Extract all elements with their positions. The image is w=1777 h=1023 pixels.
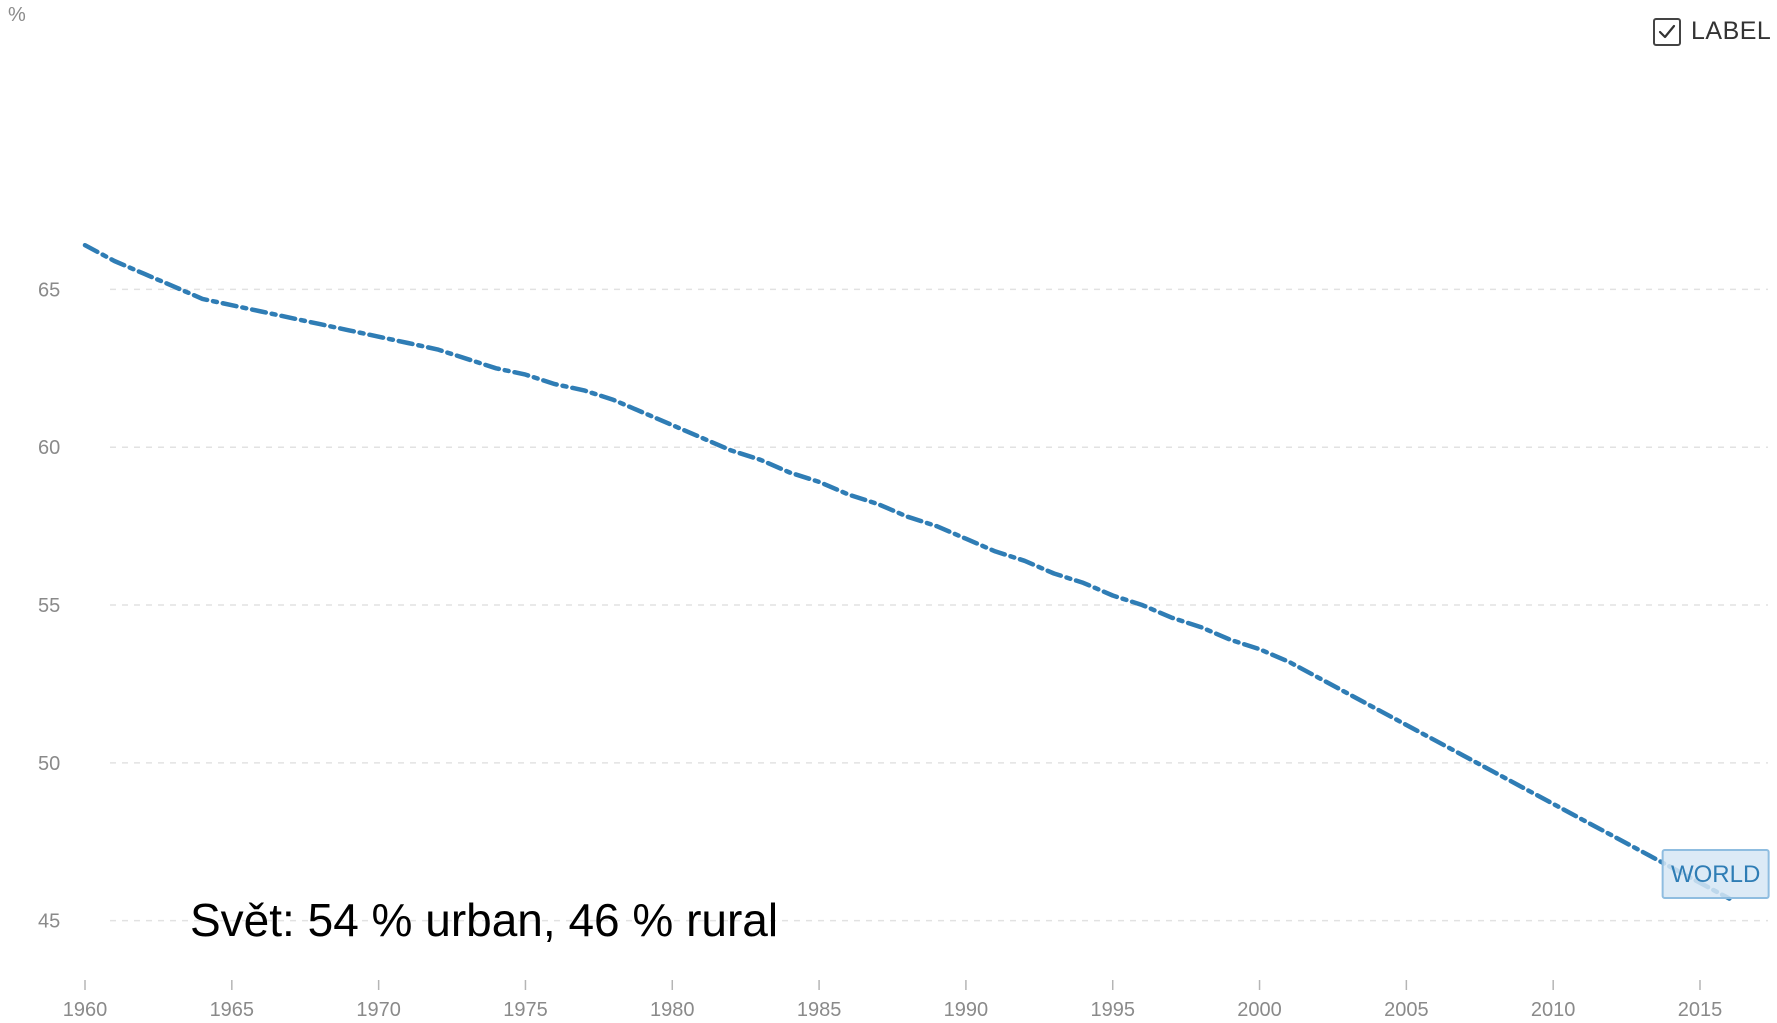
label-toggle[interactable]: LABEL — [1653, 17, 1771, 46]
x-tick-label: 1960 — [63, 999, 108, 1021]
x-tick-label: 1975 — [503, 999, 548, 1021]
label-toggle-text: LABEL — [1691, 17, 1772, 45]
y-tick-label: 55 — [38, 595, 60, 617]
x-tick-label: 1965 — [210, 999, 255, 1021]
series-label-text: WORLD — [1671, 861, 1760, 888]
x-tick-label: 2015 — [1678, 999, 1723, 1021]
x-tick-label: 1990 — [944, 999, 989, 1021]
chart-caption: Svět: 54 % urban, 46 % rural — [190, 894, 779, 946]
y-tick-label: 65 — [38, 279, 60, 301]
series-label: WORLD — [1661, 848, 1770, 899]
x-tick-label: 1980 — [650, 999, 695, 1021]
series-label-box — [1661, 848, 1770, 899]
x-tick-label: 2005 — [1384, 999, 1429, 1021]
series-line — [82, 242, 1732, 901]
y-axis-unit-label: % — [8, 4, 26, 26]
y-tick-label: 50 — [38, 753, 60, 775]
x-tick-label: 1970 — [356, 999, 401, 1021]
y-tick-label: 60 — [38, 437, 60, 459]
x-tick-label: 2010 — [1531, 999, 1576, 1021]
x-tick-label: 2000 — [1237, 999, 1282, 1021]
checkmark-icon — [1658, 24, 1676, 38]
y-tick-label: 45 — [38, 911, 60, 933]
label-checkbox[interactable] — [1653, 17, 1681, 46]
x-tick-label: 1985 — [797, 999, 842, 1021]
x-tick-label: 1995 — [1090, 999, 1135, 1021]
